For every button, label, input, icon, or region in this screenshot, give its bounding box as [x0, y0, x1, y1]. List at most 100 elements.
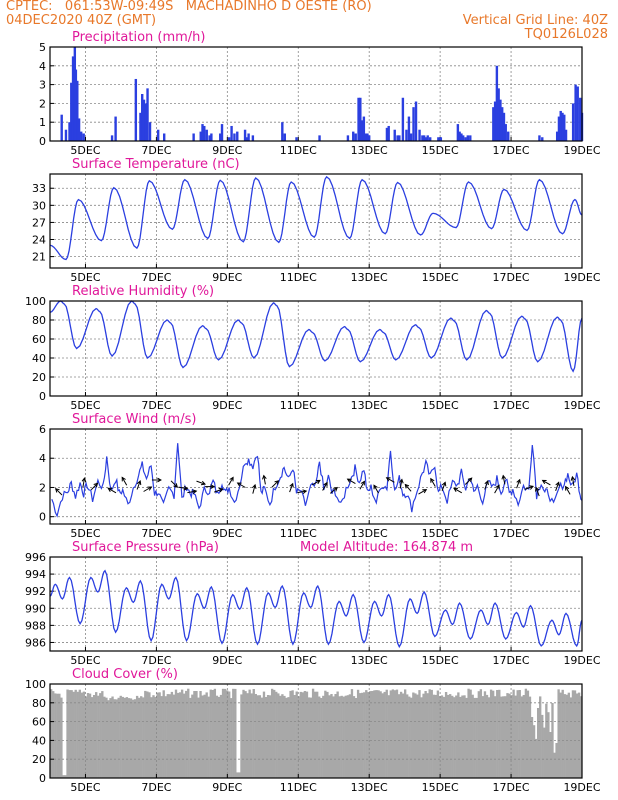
- cloud-bar-255: [571, 690, 575, 778]
- cloud-bar-28: [107, 700, 110, 778]
- cloud-bar-5: [60, 697, 63, 778]
- cloud-bar-42: [135, 695, 139, 778]
- cloud-bar-238: [536, 708, 540, 778]
- wind-arrow-11: [196, 480, 206, 486]
- temp-xtick-1: 7DEC: [141, 271, 171, 284]
- cloud-bar-249: [559, 692, 562, 778]
- precip-bar-77: [466, 135, 469, 141]
- temp-frame: [49, 173, 583, 269]
- precip-bar-76: [464, 137, 467, 141]
- temp-ytick-0: 21: [32, 251, 46, 264]
- cloud-bar-11: [72, 691, 75, 778]
- precip-xtick-1: 7DEC: [141, 144, 171, 157]
- wind-arrow-18: [271, 480, 280, 488]
- rh-ytick-3: 60: [32, 333, 46, 346]
- cloud-bar-242: [545, 703, 548, 778]
- cloud-bar-149: [354, 698, 358, 778]
- cloud-bar-17: [84, 696, 88, 778]
- wind-arrow-1: [81, 477, 87, 488]
- precip-bar-20: [156, 129, 160, 141]
- wind-arrow-15: [236, 482, 246, 488]
- cloud-bar-156: [369, 691, 372, 778]
- precip-bar-34: [236, 131, 239, 141]
- wind-arrow-13: [214, 487, 224, 493]
- cloud-bar-14: [78, 689, 81, 778]
- cloud-bar-81: [215, 695, 219, 778]
- cloud-bar-218: [496, 690, 499, 778]
- precip-bar-57: [398, 135, 401, 141]
- cloud-bar-10: [70, 690, 73, 778]
- cloud-bar-205: [469, 689, 472, 778]
- cloud-bar-63: [178, 692, 182, 778]
- cloud-bar-187: [432, 694, 435, 778]
- cloud-bar-78: [209, 689, 212, 778]
- wind-arrow-22: [322, 481, 328, 491]
- cloud-bar-21: [92, 695, 96, 778]
- wind-arrow-14: [228, 476, 234, 486]
- cloud-bar-106: [266, 695, 270, 778]
- precip-frame: [49, 46, 583, 142]
- precip-bar-22: [192, 133, 195, 141]
- cloud-bar-4: [58, 693, 61, 778]
- cloud-bar-212: [483, 691, 487, 778]
- wind-arrow-9: [178, 485, 189, 491]
- cloud-bar-60: [172, 694, 176, 778]
- wind-xtick-7: 19DEC: [563, 527, 600, 540]
- wind-arrow-16: [251, 483, 257, 494]
- cloud-bar-236: [532, 725, 536, 778]
- cloud-bar-203: [465, 697, 468, 778]
- cloud-bar-251: [563, 694, 566, 778]
- precip-bar-9: [80, 131, 83, 141]
- wind-ytick-3: 6: [39, 423, 46, 436]
- cloud-bar-115: [285, 697, 288, 778]
- cloud-bar-40: [131, 699, 135, 778]
- cloud-bar-13: [76, 691, 79, 778]
- cloud-bar-65: [183, 693, 186, 778]
- precip-bar-50: [364, 133, 367, 141]
- cloud-bar-169: [395, 689, 399, 778]
- rh-xtick-5: 15DEC: [422, 399, 459, 412]
- precip-title: Precipitation (mm/h): [72, 30, 205, 45]
- pres-ytick-4: 994: [25, 568, 46, 581]
- precip-bar-84: [501, 107, 504, 141]
- precip-bar-93: [561, 112, 564, 141]
- cloud-bar-165: [387, 695, 390, 778]
- rh-xtick-3: 11DEC: [280, 399, 317, 412]
- cloud-xtick-7: 19DEC: [563, 781, 600, 794]
- cloud-bar-45: [142, 697, 145, 778]
- cloud-xtick-3: 11DEC: [280, 781, 317, 794]
- precip-bar-31: [227, 137, 231, 141]
- precip-bar-10: [82, 133, 85, 141]
- cloud-ytick-3: 60: [32, 716, 46, 729]
- pres-xtick-5: 15DEC: [422, 654, 459, 667]
- cloud-bar-166: [389, 690, 393, 778]
- cloud-bar-82: [217, 696, 221, 778]
- precip-bar-3: [70, 82, 73, 141]
- cloud-bar-145: [346, 695, 350, 778]
- cloud-bar-111: [277, 693, 280, 778]
- cloud-bar-53: [158, 692, 161, 778]
- precip-xtick-6: 17DEC: [493, 144, 530, 157]
- cloud-bar-59: [170, 691, 174, 778]
- cloud-bar-198: [455, 695, 458, 778]
- cloud-bar-207: [473, 697, 476, 778]
- cloud-bar-73: [199, 691, 202, 778]
- rh-ytick-2: 40: [32, 352, 46, 365]
- precip-bar-1: [64, 129, 68, 141]
- precip-bar-97: [574, 84, 577, 141]
- cloud-bar-39: [129, 698, 133, 778]
- wind-arrow-3: [107, 487, 117, 494]
- precip-bar-98: [576, 86, 579, 141]
- cloud-bar-135: [326, 691, 329, 778]
- cloud-bar-235: [530, 717, 534, 778]
- precip-bar-99: [579, 97, 582, 141]
- cloud-bar-154: [365, 690, 368, 778]
- temp-line: [49, 175, 583, 261]
- cloud-bar-68: [189, 697, 192, 778]
- cloud-bar-19: [88, 693, 92, 778]
- wind-arrow-6: [143, 486, 153, 492]
- cloud-bar-253: [567, 692, 571, 778]
- cloud-xtick-6: 17DEC: [493, 781, 530, 794]
- precip-bar-61: [409, 133, 413, 141]
- precip-bar-53: [385, 127, 389, 141]
